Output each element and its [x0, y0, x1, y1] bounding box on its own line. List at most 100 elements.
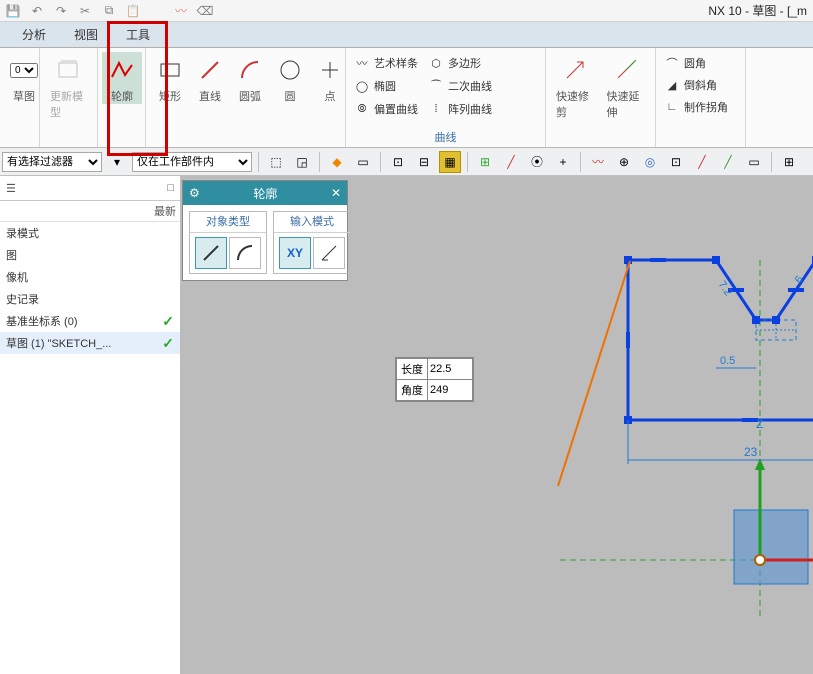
tb-icon-2[interactable]: ◲	[291, 151, 313, 173]
selection-scope-select[interactable]: 仅在工作部件内	[132, 152, 252, 172]
tb-icon-7[interactable]: ▦	[439, 151, 461, 173]
filter-bar: 有选择过滤器 ▾ 仅在工作部件内 ⬚ ◲ ◆ ▭ ⊡ ⊟ ▦ ⊞ ╱ ⦿ + 〰…	[0, 148, 813, 176]
cmd-profile-label: 轮廓	[111, 88, 133, 104]
tb-icon-5[interactable]: ⊡	[387, 151, 409, 173]
profile-btn-line[interactable]	[195, 237, 227, 269]
cut-icon[interactable]: ✂	[76, 2, 94, 20]
tb-icon-12[interactable]: 〰	[587, 151, 609, 173]
profile-dialog-gear-icon[interactable]: ⚙	[189, 186, 200, 200]
profile-icon	[108, 56, 136, 84]
offset-icon: ⦾	[354, 101, 370, 117]
cmd-offset[interactable]: ⦾偏置曲线	[350, 98, 422, 120]
cmd-fillet[interactable]: ⌒圆角	[660, 52, 710, 74]
cmd-spline[interactable]: 〰艺术样条	[350, 52, 422, 74]
save-icon[interactable]: 💾	[4, 2, 22, 20]
cmd-sketch-label: 草图	[13, 88, 35, 104]
profile-btn-polar[interactable]	[313, 237, 345, 269]
tb-icon-8[interactable]: ⊞	[474, 151, 496, 173]
tree-item-1[interactable]: 图	[0, 244, 180, 266]
cmd-rect[interactable]: 矩形	[150, 52, 190, 104]
cmd-line[interactable]: 直线	[190, 52, 230, 104]
window-title: NX 10 - 草图 - [_m	[708, 2, 807, 19]
cmd-point-label: 点	[325, 88, 336, 104]
cmd-arc[interactable]: 圆弧	[230, 52, 270, 104]
profile-group-input-mode: 输入模式 XY	[273, 211, 351, 274]
cmd-point[interactable]: 点	[310, 52, 350, 104]
cmd-make-corner[interactable]: ∟制作拐角	[660, 96, 732, 118]
ribbon-group-sketch: 0 草图	[0, 48, 40, 147]
ribbon-group-profile: 轮廓	[98, 48, 146, 147]
length-input[interactable]	[428, 361, 472, 377]
cmd-profile[interactable]: 轮廓	[102, 52, 142, 104]
cmd-chamfer[interactable]: ◢倒斜角	[660, 74, 721, 96]
redo-icon[interactable]: ↷	[52, 2, 70, 20]
profile-btn-xy[interactable]: XY	[279, 237, 311, 269]
cmd-update-model: 更新模型	[44, 52, 93, 120]
profile-btn-arc[interactable]	[229, 237, 261, 269]
copy-icon[interactable]: ⧉	[100, 2, 118, 20]
tb-icon-14[interactable]: ◎	[639, 151, 661, 173]
tb-icon-16[interactable]: ╱	[691, 151, 713, 173]
cmd-ellipse[interactable]: ◯椭圆	[350, 75, 422, 97]
tb-icon-10[interactable]: ⦿	[526, 151, 548, 173]
cmd-polygon[interactable]: ⬡多边形	[424, 52, 496, 74]
tree-item-2[interactable]: 像机	[0, 266, 180, 288]
paste-icon[interactable]: 📋	[124, 2, 142, 20]
check-icon: ✓	[162, 313, 174, 330]
tree-item-5[interactable]: 草图 (1) "SKETCH_...✓	[0, 332, 180, 354]
profile-group-object-type: 对象类型	[189, 211, 267, 274]
ribbon: 0 草图 更新模型 轮廓 矩形 直线	[0, 48, 813, 148]
pin-box-icon[interactable]: □	[167, 182, 174, 194]
tree-item-label: 基准坐标系 (0)	[6, 313, 78, 329]
angle-input[interactable]	[428, 382, 472, 398]
pin-icon[interactable]: ☰	[6, 182, 16, 195]
selection-filter-select[interactable]: 有选择过滤器	[2, 152, 102, 172]
ribbon-group-update: 更新模型	[40, 48, 98, 147]
tb-icon-15[interactable]: ⊡	[665, 151, 687, 173]
tree-item-3[interactable]: 史记录	[0, 288, 180, 310]
tb-icon-19[interactable]: ⊞	[778, 151, 800, 173]
tree-column-header: 最新	[0, 201, 180, 222]
undo-icon[interactable]: ↶	[28, 2, 46, 20]
tb-icon-9[interactable]: ╱	[500, 151, 522, 173]
quick-access-toolbar: 💾 ↶ ↷ ✂ ⧉ 📋 〰 ⌫	[0, 0, 813, 22]
cmd-rect-label: 矩形	[159, 88, 181, 104]
menu-tools[interactable]: 工具	[112, 22, 164, 47]
update-model-icon	[55, 56, 83, 84]
tree-item-label: 图	[6, 247, 17, 263]
tb-icon-13[interactable]: ⊕	[613, 151, 635, 173]
tb-icon-6[interactable]: ⊟	[413, 151, 435, 173]
profile-dialog: ⚙ 轮廓 ✕ 对象类型 输入模式 XY	[182, 180, 348, 281]
eraser-icon[interactable]: ⌫	[196, 2, 214, 20]
svg-text:23: 23	[744, 445, 758, 459]
check-icon: ✓	[162, 335, 174, 352]
quick-extend-icon	[612, 56, 640, 84]
navigator-header: ☰ □	[0, 176, 180, 201]
profile-tool-icon[interactable]: 〰	[172, 2, 190, 20]
tree-item-4[interactable]: 基准坐标系 (0) ✓	[0, 310, 180, 332]
svg-text:Z: Z	[756, 417, 763, 431]
profile-dialog-close-icon[interactable]: ✕	[331, 186, 341, 200]
tb-icon-11[interactable]: +	[552, 151, 574, 173]
line-icon	[196, 56, 224, 84]
cmd-conic[interactable]: ⁀二次曲线	[424, 75, 496, 97]
tb-icon-3[interactable]: ◆	[326, 151, 348, 173]
tb-icon-17[interactable]: ╱	[717, 151, 739, 173]
cmd-circle[interactable]: 圆	[270, 52, 310, 104]
pattern-icon: ⁞	[428, 101, 444, 117]
rect-icon	[156, 56, 184, 84]
cmd-pattern[interactable]: ⁞阵列曲线	[424, 98, 496, 120]
filter-dropdown-icon[interactable]: ▾	[106, 151, 128, 173]
tb-icon-1[interactable]: ⬚	[265, 151, 287, 173]
cmd-circle-label: 圆	[285, 88, 296, 104]
cmd-quick-trim[interactable]: 快速修剪	[550, 52, 601, 120]
menu-view[interactable]: 视图	[60, 22, 112, 47]
cmd-update-label: 更新模型	[50, 88, 87, 120]
tb-icon-4[interactable]: ▭	[352, 151, 374, 173]
tree-item-0[interactable]: 录模式	[0, 222, 180, 244]
menu-analysis[interactable]: 分析	[8, 22, 60, 47]
cmd-quick-extend[interactable]: 快速延伸	[601, 52, 652, 120]
cmd-sketch[interactable]: 0 草图	[4, 52, 44, 104]
tb-icon-18[interactable]: ▭	[743, 151, 765, 173]
quick-trim-icon	[561, 56, 589, 84]
